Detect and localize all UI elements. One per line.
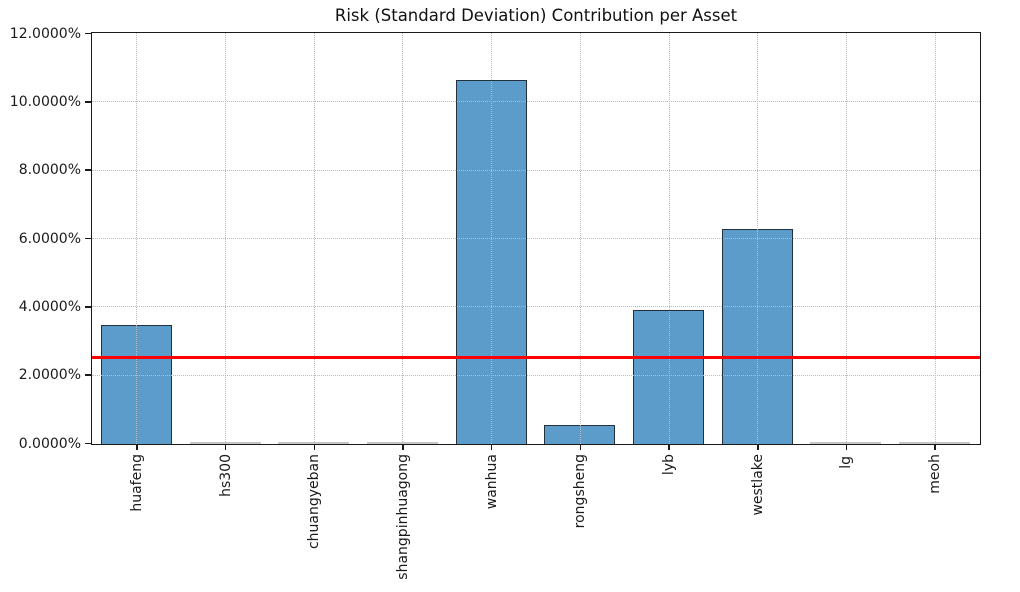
y-tick-mark <box>85 442 91 445</box>
y-tick-label: 2.0000% <box>18 367 81 384</box>
x-tick-label-text: shangpinhuagong <box>394 454 411 580</box>
bar-hs300 <box>189 442 261 444</box>
x-tick-mark <box>845 445 848 450</box>
x-tick-label-text: huafeng <box>128 454 145 512</box>
bar-meoh <box>899 442 971 444</box>
reference-line <box>92 356 980 359</box>
y-tick-label: 12.0000% <box>9 25 81 42</box>
bar-wanhua <box>455 80 527 444</box>
x-tick-label-text: hs300 <box>217 454 234 497</box>
y-tick-label: 4.0000% <box>18 298 81 315</box>
y-tick-label: 6.0000% <box>18 230 81 247</box>
bar-westlake <box>721 229 793 444</box>
vertical-gridline <box>668 33 670 444</box>
y-tick-mark <box>85 101 91 103</box>
chart-title: Risk (Standard Deviation) Contribution p… <box>334 6 738 25</box>
x-tick-label-text: chuangyeban <box>306 454 323 550</box>
horizontal-gridline <box>92 374 980 376</box>
x-tick-label-text: lg <box>838 456 855 469</box>
x-tick-mark <box>757 445 759 450</box>
horizontal-gridline <box>92 238 980 239</box>
vertical-gridline <box>579 33 581 444</box>
y-tick-label: 10.0000% <box>9 93 81 110</box>
x-tick-label-lyb: lyb <box>661 454 677 479</box>
y-tick-label: 0.0000% <box>18 435 81 452</box>
x-tick-mark <box>579 445 582 450</box>
x-tick-label-text: rongsheng <box>572 454 589 529</box>
vertical-gridline <box>402 33 404 444</box>
x-tick-mark <box>313 445 315 450</box>
vertical-gridline <box>313 33 315 444</box>
vertical-gridline <box>934 33 936 444</box>
x-tick-label-rongsheng: rongsheng <box>572 454 588 532</box>
horizontal-gridline <box>92 101 980 103</box>
x-tick-mark <box>934 445 936 450</box>
bar-chuangyeban <box>278 442 350 444</box>
y-tick-mark <box>85 374 91 376</box>
bar-huafeng <box>100 325 172 444</box>
bar-lyb <box>633 310 705 444</box>
x-tick-label-lg: lg <box>838 454 854 473</box>
x-tick-label-text: meoh <box>927 454 944 494</box>
x-tick-label-westlake: westlake <box>750 454 766 520</box>
x-tick-label-chuangyeban: chuangyeban <box>306 454 322 553</box>
bar-rongsheng <box>544 425 616 444</box>
horizontal-gridline <box>92 169 980 171</box>
y-tick-mark <box>85 32 91 35</box>
vertical-gridline <box>757 33 759 444</box>
x-tick-label-shangpinhuagong: shangpinhuagong <box>395 454 411 584</box>
y-tick-mark <box>85 169 91 171</box>
x-tick-mark <box>668 445 670 450</box>
x-tick-label-wanhua: wanhua <box>484 454 500 513</box>
vertical-gridline <box>136 33 138 444</box>
x-tick-label-huafeng: huafeng <box>129 454 145 516</box>
vertical-gridline <box>491 33 493 444</box>
x-tick-label-meoh: meoh <box>927 454 943 498</box>
vertical-gridline <box>225 33 227 444</box>
x-tick-label-hs300: hs300 <box>218 454 234 501</box>
y-tick-mark <box>85 306 91 308</box>
plot-area <box>91 32 981 445</box>
x-tick-mark <box>136 445 138 450</box>
y-tick-mark <box>85 237 91 240</box>
vertical-gridline <box>845 33 847 444</box>
horizontal-gridline <box>92 306 980 308</box>
x-tick-label-text: wanhua <box>483 454 500 510</box>
x-tick-mark <box>490 445 493 450</box>
x-tick-label-text: westlake <box>749 454 766 516</box>
x-tick-label-text: lyb <box>661 454 678 476</box>
x-tick-mark <box>402 445 404 450</box>
y-tick-label: 8.0000% <box>18 162 81 179</box>
x-tick-mark <box>224 445 227 450</box>
